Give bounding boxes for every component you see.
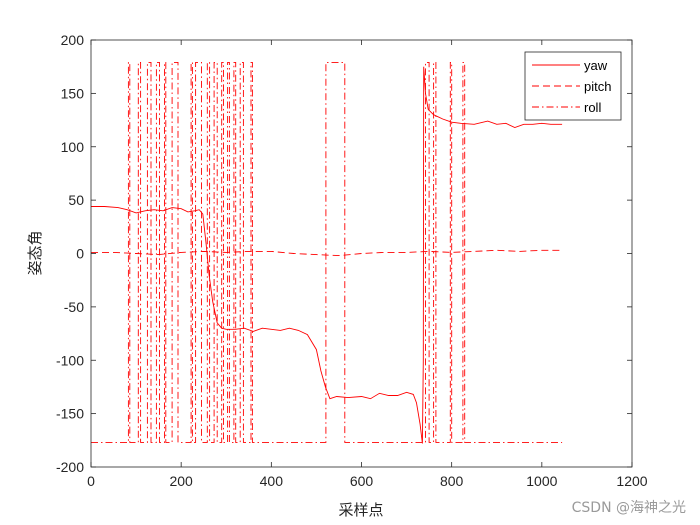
axes <box>90 39 633 468</box>
y-tick-label: 0 <box>76 246 84 262</box>
y-tick-label: 200 <box>61 32 85 48</box>
legend: yaw pitch roll <box>524 51 622 121</box>
y-tick-label: -50 <box>64 299 84 315</box>
y-tick-label: -200 <box>56 459 84 475</box>
x-tick-label: 800 <box>440 473 464 489</box>
y-tick-label: -150 <box>56 406 84 422</box>
series-layer <box>91 61 563 444</box>
watermark: CSDN @海神之光 <box>571 500 686 516</box>
y-tick-label: 50 <box>68 192 84 208</box>
legend-label-roll: roll <box>584 100 601 115</box>
x-tick-label: 400 <box>260 473 284 489</box>
series-line-roll <box>91 61 563 443</box>
x-tick-label: 0 <box>87 473 95 489</box>
y-tick-label: 150 <box>61 85 85 101</box>
x-axis-label: 采样点 <box>338 501 383 519</box>
tick-labels: 0 200 400 600 800 1000 1200 200 150 100 50 0 -50 -100… <box>56 32 648 489</box>
legend-label-yaw: yaw <box>584 58 608 73</box>
legend-label-pitch: pitch <box>584 79 611 94</box>
x-tick-label: 1000 <box>526 473 557 489</box>
x-tick-label: 600 <box>350 473 374 489</box>
y-tick-label: 100 <box>61 139 85 155</box>
y-tick-label: -100 <box>56 352 84 368</box>
legend-box <box>524 51 622 121</box>
series-line-yaw <box>91 66 563 444</box>
x-tick-label: 200 <box>169 473 193 489</box>
y-axis-label: 姿态角 <box>26 230 44 275</box>
series-line-pitch <box>91 249 563 257</box>
x-tick-label: 1200 <box>616 473 647 489</box>
